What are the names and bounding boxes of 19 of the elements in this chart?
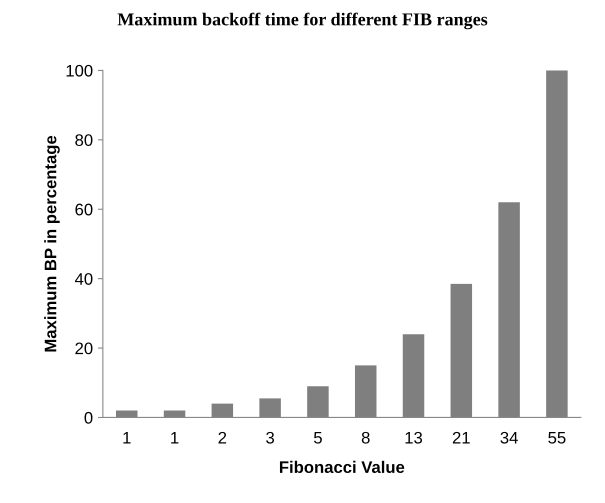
x-tick-label: 13: [406, 432, 422, 444]
x-tick-label: 34: [500, 432, 518, 444]
y-tick-label: 0: [84, 412, 92, 424]
y-tick-label: 60: [75, 204, 92, 216]
y-tick-label: 20: [75, 342, 92, 354]
chart-title: Maximum backoff time for different FIB ranges: [118, 12, 488, 30]
x-axis-title: Fibonacci Value: [280, 460, 404, 474]
x-tick-label: 21: [452, 432, 470, 444]
x-tick-label: 8: [362, 432, 370, 444]
x-tick-label: 5: [314, 432, 322, 444]
x-tick-label: 3: [266, 432, 274, 444]
y-tick-label: 80: [75, 134, 92, 146]
x-tick-label: 55: [548, 432, 566, 444]
y-tick-label: 40: [74, 273, 92, 285]
x-tick-label: 2: [218, 432, 226, 444]
y-tick-label: 100: [66, 64, 92, 77]
x-tick-label: 1: [123, 432, 131, 444]
x-tick-label: 1: [171, 432, 178, 444]
y-axis-title: Maximum BP in percentage: [44, 136, 60, 352]
